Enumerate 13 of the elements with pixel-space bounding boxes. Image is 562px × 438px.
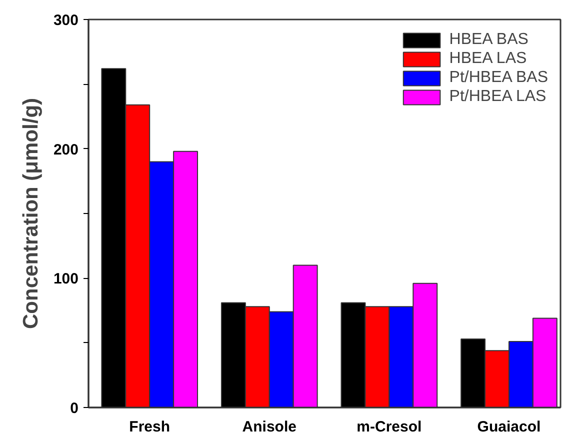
- legend-label: Pt/HBEA BAS: [449, 69, 548, 87]
- x-tick-label: Anisole: [242, 418, 296, 436]
- y-axis-title: Concentration (μmol/g): [19, 98, 42, 329]
- y-tick-label: 0: [70, 400, 78, 417]
- legend-label: HBEA LAS: [449, 50, 527, 68]
- y-tick-label: 200: [53, 141, 79, 158]
- legend-label: HBEA BAS: [449, 31, 528, 49]
- x-tick-label: Fresh: [129, 418, 170, 436]
- x-tick-label: Guaiacol: [477, 418, 541, 436]
- legend-label: Pt/HBEA LAS: [449, 88, 546, 106]
- x-tick-label: m-Cresol: [356, 418, 422, 436]
- y-tick-label: 300: [53, 12, 79, 29]
- y-tick-label: 100: [53, 270, 79, 288]
